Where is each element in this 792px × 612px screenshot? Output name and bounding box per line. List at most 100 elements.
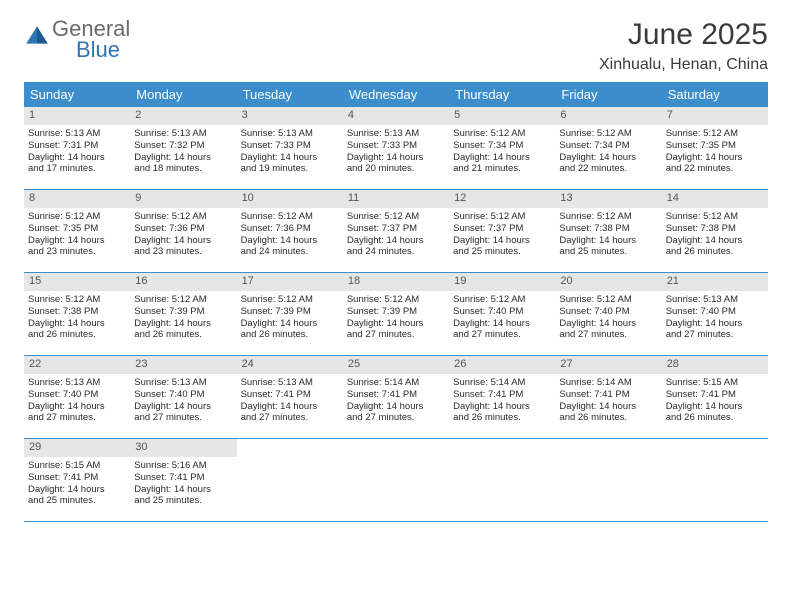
sunrise-text: Sunrise: 5:13 AM: [241, 128, 339, 140]
daylight-text: Daylight: 14 hours: [28, 235, 126, 247]
sunset-text: Sunset: 7:40 PM: [453, 306, 551, 318]
daylight-text: and 26 minutes.: [241, 329, 339, 341]
week-row: 8Sunrise: 5:12 AMSunset: 7:35 PMDaylight…: [24, 190, 768, 273]
daylight-text: and 21 minutes.: [453, 163, 551, 175]
day-number: 19: [449, 273, 555, 291]
sunset-text: Sunset: 7:34 PM: [559, 140, 657, 152]
sunrise-text: Sunrise: 5:12 AM: [241, 294, 339, 306]
day-number: 30: [130, 439, 236, 457]
daylight-text: and 26 minutes.: [134, 329, 232, 341]
empty-cell: [237, 439, 343, 521]
daylight-text: Daylight: 14 hours: [28, 318, 126, 330]
sunset-text: Sunset: 7:40 PM: [559, 306, 657, 318]
day-cell: 25Sunrise: 5:14 AMSunset: 7:41 PMDayligh…: [343, 356, 449, 438]
sunset-text: Sunset: 7:33 PM: [347, 140, 445, 152]
day-number: 10: [237, 190, 343, 208]
sunset-text: Sunset: 7:37 PM: [453, 223, 551, 235]
day-cell: 5Sunrise: 5:12 AMSunset: 7:34 PMDaylight…: [449, 107, 555, 189]
daylight-text: Daylight: 14 hours: [453, 152, 551, 164]
day-number: 18: [343, 273, 449, 291]
day-number: 13: [555, 190, 661, 208]
daylight-text: Daylight: 14 hours: [134, 401, 232, 413]
day-number: 9: [130, 190, 236, 208]
day-number: 26: [449, 356, 555, 374]
day-cell: 6Sunrise: 5:12 AMSunset: 7:34 PMDaylight…: [555, 107, 661, 189]
sunset-text: Sunset: 7:41 PM: [241, 389, 339, 401]
daylight-text: Daylight: 14 hours: [666, 401, 764, 413]
daylight-text: and 26 minutes.: [559, 412, 657, 424]
sunrise-text: Sunrise: 5:12 AM: [241, 211, 339, 223]
empty-cell: [343, 439, 449, 521]
day-number: 24: [237, 356, 343, 374]
empty-cell: [662, 439, 768, 521]
day-cell: 22Sunrise: 5:13 AMSunset: 7:40 PMDayligh…: [24, 356, 130, 438]
sunrise-text: Sunrise: 5:12 AM: [666, 211, 764, 223]
daylight-text: and 22 minutes.: [666, 163, 764, 175]
logo-blue: Blue: [76, 39, 130, 61]
day-number: 21: [662, 273, 768, 291]
sunset-text: Sunset: 7:41 PM: [134, 472, 232, 484]
day-number: 1: [24, 107, 130, 125]
weekday-sunday: Sunday: [24, 82, 130, 107]
day-cell: 26Sunrise: 5:14 AMSunset: 7:41 PMDayligh…: [449, 356, 555, 438]
daylight-text: Daylight: 14 hours: [453, 318, 551, 330]
week-row: 29Sunrise: 5:15 AMSunset: 7:41 PMDayligh…: [24, 439, 768, 522]
day-cell: 2Sunrise: 5:13 AMSunset: 7:32 PMDaylight…: [130, 107, 236, 189]
daylight-text: Daylight: 14 hours: [453, 401, 551, 413]
day-cell: 7Sunrise: 5:12 AMSunset: 7:35 PMDaylight…: [662, 107, 768, 189]
daylight-text: Daylight: 14 hours: [241, 401, 339, 413]
sunrise-text: Sunrise: 5:12 AM: [28, 211, 126, 223]
sunset-text: Sunset: 7:31 PM: [28, 140, 126, 152]
daylight-text: Daylight: 14 hours: [347, 235, 445, 247]
sunrise-text: Sunrise: 5:14 AM: [559, 377, 657, 389]
day-number: 25: [343, 356, 449, 374]
title-area: June 2025 Xinhualu, Henan, China: [599, 18, 768, 74]
day-number: 29: [24, 439, 130, 457]
week-row: 22Sunrise: 5:13 AMSunset: 7:40 PMDayligh…: [24, 356, 768, 439]
daylight-text: and 26 minutes.: [666, 412, 764, 424]
daylight-text: Daylight: 14 hours: [241, 235, 339, 247]
sunset-text: Sunset: 7:41 PM: [347, 389, 445, 401]
sunrise-text: Sunrise: 5:13 AM: [241, 377, 339, 389]
month-title: June 2025: [599, 18, 768, 52]
day-cell: 18Sunrise: 5:12 AMSunset: 7:39 PMDayligh…: [343, 273, 449, 355]
weekday-header: SundayMondayTuesdayWednesdayThursdayFrid…: [24, 82, 768, 107]
header: General Blue June 2025 Xinhualu, Henan, …: [24, 18, 768, 74]
sunset-text: Sunset: 7:32 PM: [134, 140, 232, 152]
day-cell: 1Sunrise: 5:13 AMSunset: 7:31 PMDaylight…: [24, 107, 130, 189]
day-cell: 19Sunrise: 5:12 AMSunset: 7:40 PMDayligh…: [449, 273, 555, 355]
daylight-text: and 25 minutes.: [559, 246, 657, 258]
sunrise-text: Sunrise: 5:13 AM: [347, 128, 445, 140]
day-number: 2: [130, 107, 236, 125]
day-number: 11: [343, 190, 449, 208]
daylight-text: and 25 minutes.: [28, 495, 126, 507]
day-cell: 20Sunrise: 5:12 AMSunset: 7:40 PMDayligh…: [555, 273, 661, 355]
sunset-text: Sunset: 7:40 PM: [28, 389, 126, 401]
day-number: 17: [237, 273, 343, 291]
week-row: 1Sunrise: 5:13 AMSunset: 7:31 PMDaylight…: [24, 107, 768, 190]
logo-icon: [24, 22, 50, 48]
daylight-text: Daylight: 14 hours: [28, 484, 126, 496]
sunset-text: Sunset: 7:41 PM: [666, 389, 764, 401]
daylight-text: and 27 minutes.: [347, 412, 445, 424]
day-number: 7: [662, 107, 768, 125]
sunrise-text: Sunrise: 5:12 AM: [347, 211, 445, 223]
calendar: SundayMondayTuesdayWednesdayThursdayFrid…: [24, 82, 768, 522]
sunset-text: Sunset: 7:39 PM: [347, 306, 445, 318]
sunset-text: Sunset: 7:39 PM: [134, 306, 232, 318]
sunrise-text: Sunrise: 5:13 AM: [28, 128, 126, 140]
sunrise-text: Sunrise: 5:16 AM: [134, 460, 232, 472]
daylight-text: and 20 minutes.: [347, 163, 445, 175]
day-cell: 4Sunrise: 5:13 AMSunset: 7:33 PMDaylight…: [343, 107, 449, 189]
sunset-text: Sunset: 7:41 PM: [453, 389, 551, 401]
daylight-text: and 27 minutes.: [347, 329, 445, 341]
daylight-text: Daylight: 14 hours: [347, 401, 445, 413]
daylight-text: and 24 minutes.: [241, 246, 339, 258]
sunset-text: Sunset: 7:38 PM: [28, 306, 126, 318]
daylight-text: and 17 minutes.: [28, 163, 126, 175]
daylight-text: and 27 minutes.: [453, 329, 551, 341]
day-cell: 10Sunrise: 5:12 AMSunset: 7:36 PMDayligh…: [237, 190, 343, 272]
day-number: 14: [662, 190, 768, 208]
daylight-text: and 27 minutes.: [559, 329, 657, 341]
weekday-friday: Friday: [555, 82, 661, 107]
